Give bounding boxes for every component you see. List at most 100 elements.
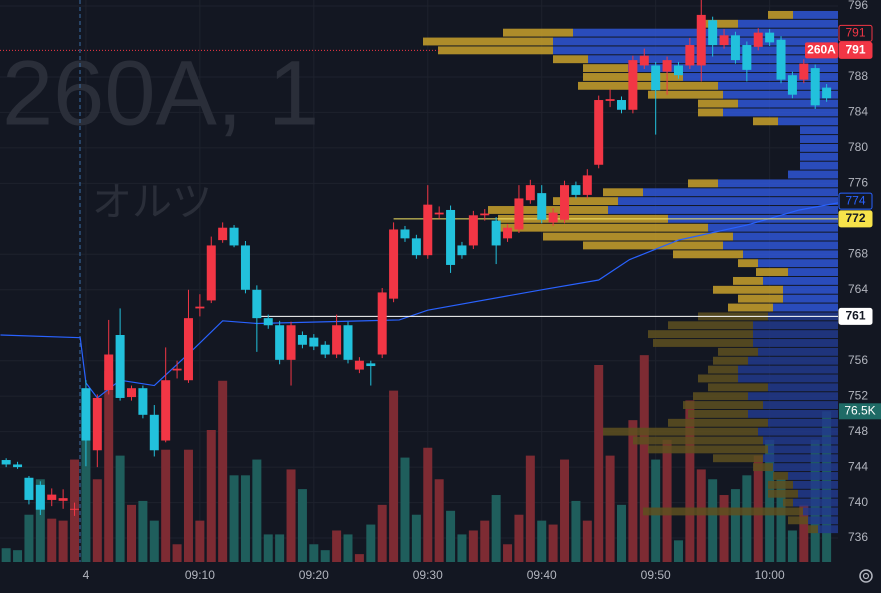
x-tick-label: 4: [83, 568, 90, 582]
profile-down: [688, 179, 718, 188]
profile-down: [708, 383, 768, 392]
candle-body: [708, 20, 718, 46]
profile-down: [643, 507, 803, 516]
y-tick-label: 740: [848, 495, 868, 509]
settings-button[interactable]: [859, 569, 873, 583]
profile-up: [628, 64, 838, 73]
candle-body: [719, 35, 729, 46]
profile-down: [673, 250, 743, 259]
volume-bar: [1, 548, 11, 562]
profile-up: [708, 223, 838, 232]
y-tick-label: 768: [848, 246, 868, 260]
candle-body: [183, 318, 193, 381]
profile-down: [438, 46, 553, 55]
profile-down: [648, 90, 723, 99]
profile-down: [738, 259, 758, 268]
volume-bar: [252, 459, 262, 562]
profile-down: [788, 516, 808, 525]
volume-bar: [503, 544, 513, 562]
candle-body: [206, 245, 216, 301]
profile-up: [588, 55, 838, 64]
volume-bar: [161, 449, 171, 562]
profile-up: [748, 392, 838, 401]
candle-body: [765, 32, 775, 43]
candle-body: [457, 245, 467, 256]
volume-bar: [662, 439, 672, 562]
candle-body: [776, 39, 786, 80]
candle-body: [571, 185, 581, 195]
volume-bar: [628, 420, 638, 562]
volume-bar: [332, 530, 342, 562]
profile-up: [608, 206, 838, 214]
price-label-box: [838, 307, 873, 325]
candle-body: [730, 35, 740, 61]
candle-body: [446, 209, 456, 265]
profile-up: [768, 418, 838, 427]
volume-bar: [104, 370, 114, 562]
profile-down: [423, 37, 553, 46]
profile-up: [800, 161, 838, 170]
gear-inner[interactable]: [862, 572, 870, 580]
profile-down: [668, 321, 753, 330]
profile-up: [793, 480, 838, 489]
candle-body: [411, 238, 421, 256]
volume-bar: [411, 514, 421, 562]
candle-body: [548, 212, 558, 223]
profile-down: [753, 117, 778, 126]
profile-down: [756, 268, 788, 276]
volume-bar: [92, 479, 102, 562]
profile-up: [773, 463, 838, 472]
profile-down: [753, 463, 773, 472]
profile-up: [788, 472, 838, 480]
profile-down: [693, 392, 748, 401]
candle-body: [560, 185, 570, 220]
profile-up: [763, 436, 838, 445]
profile-up: [783, 285, 838, 294]
profile-up: [800, 143, 838, 152]
profile-up: [718, 81, 838, 90]
price-label-box: [838, 24, 873, 42]
volume-bar: [195, 520, 205, 562]
candle-body: [400, 229, 410, 239]
candle-body: [377, 292, 387, 355]
candle-body: [537, 193, 547, 220]
profile-up: [683, 73, 838, 81]
profile-down: [733, 276, 763, 285]
vwap-line: [0, 202, 839, 399]
candle-body: [423, 204, 433, 256]
candle-body: [822, 87, 832, 99]
candle-body: [172, 368, 182, 371]
profile-down: [648, 330, 753, 339]
profile-down: [543, 232, 733, 241]
volume-bar: [776, 479, 786, 562]
volume-label-box: [839, 403, 881, 420]
candle-body: [503, 227, 513, 239]
candle-body: [263, 318, 273, 326]
profile-down: [713, 285, 783, 294]
volume-bar: [354, 554, 364, 562]
y-tick-label: 736: [848, 530, 868, 544]
gear-outer[interactable]: [859, 569, 873, 583]
volume-bar: [172, 544, 182, 562]
candle-body: [58, 498, 68, 501]
profile-down: [648, 445, 768, 454]
profile-up: [783, 294, 838, 303]
volume-bar: [400, 457, 410, 562]
price-label: 791: [845, 43, 865, 57]
candle-body: [594, 100, 604, 165]
candle-body: [104, 354, 114, 390]
profile-up: [768, 445, 838, 454]
candle-body: [320, 344, 330, 355]
profile-down: [698, 374, 738, 383]
volume-bar: [582, 520, 592, 562]
price-label-box: [838, 192, 873, 210]
volume-bar: [696, 469, 706, 562]
profile-down: [808, 525, 818, 534]
volume-bar: [560, 459, 570, 562]
price-label-box: [838, 210, 873, 228]
profile-up: [763, 276, 838, 285]
volume-bar: [446, 510, 456, 562]
volume-bar: [58, 520, 68, 562]
profile-down: [713, 356, 748, 365]
candle-body: [275, 325, 285, 360]
